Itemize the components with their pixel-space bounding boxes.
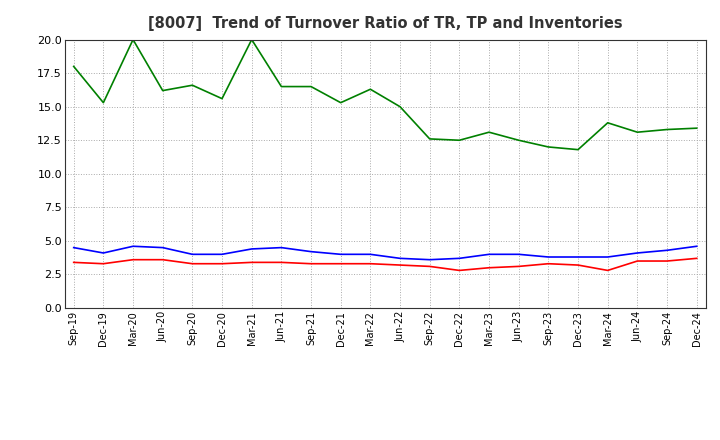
- Trade Payables: [366, 252, 374, 257]
- Inventories: [366, 87, 374, 92]
- Trade Payables: [129, 244, 138, 249]
- Inventories: [158, 88, 167, 93]
- Inventories: [307, 84, 315, 89]
- Trade Payables: [158, 245, 167, 250]
- Trade Payables: [693, 244, 701, 249]
- Inventories: [544, 144, 553, 150]
- Trade Receivables: [277, 260, 286, 265]
- Trade Payables: [574, 254, 582, 260]
- Trade Payables: [485, 252, 493, 257]
- Inventories: [69, 64, 78, 69]
- Trade Payables: [514, 252, 523, 257]
- Trade Receivables: [188, 261, 197, 266]
- Trade Receivables: [426, 264, 434, 269]
- Trade Receivables: [485, 265, 493, 270]
- Trade Receivables: [158, 257, 167, 262]
- Trade Payables: [336, 252, 345, 257]
- Trade Payables: [396, 256, 405, 261]
- Inventories: [248, 37, 256, 42]
- Inventories: [396, 104, 405, 109]
- Trade Receivables: [69, 260, 78, 265]
- Inventories: [217, 96, 226, 101]
- Inventories: [129, 37, 138, 42]
- Inventories: [426, 136, 434, 142]
- Trade Payables: [99, 250, 108, 256]
- Trade Receivables: [574, 262, 582, 268]
- Trade Receivables: [307, 261, 315, 266]
- Line: Trade Receivables: Trade Receivables: [73, 258, 697, 271]
- Trade Payables: [633, 250, 642, 256]
- Trade Payables: [277, 245, 286, 250]
- Trade Receivables: [662, 258, 671, 264]
- Trade Payables: [603, 254, 612, 260]
- Trade Payables: [455, 256, 464, 261]
- Trade Receivables: [336, 261, 345, 266]
- Inventories: [633, 129, 642, 135]
- Trade Receivables: [217, 261, 226, 266]
- Trade Receivables: [514, 264, 523, 269]
- Inventories: [514, 138, 523, 143]
- Trade Receivables: [455, 268, 464, 273]
- Inventories: [455, 138, 464, 143]
- Trade Receivables: [544, 261, 553, 266]
- Inventories: [336, 100, 345, 105]
- Trade Receivables: [693, 256, 701, 261]
- Trade Payables: [248, 246, 256, 252]
- Trade Payables: [217, 252, 226, 257]
- Inventories: [277, 84, 286, 89]
- Trade Payables: [69, 245, 78, 250]
- Trade Receivables: [396, 262, 405, 268]
- Trade Receivables: [366, 261, 374, 266]
- Trade Receivables: [633, 258, 642, 264]
- Trade Receivables: [248, 260, 256, 265]
- Trade Payables: [307, 249, 315, 254]
- Trade Payables: [188, 252, 197, 257]
- Inventories: [99, 100, 108, 105]
- Trade Payables: [426, 257, 434, 262]
- Inventories: [693, 125, 701, 131]
- Inventories: [603, 120, 612, 125]
- Trade Receivables: [603, 268, 612, 273]
- Trade Receivables: [99, 261, 108, 266]
- Trade Receivables: [129, 257, 138, 262]
- Title: [8007]  Trend of Turnover Ratio of TR, TP and Inventories: [8007] Trend of Turnover Ratio of TR, TP…: [148, 16, 623, 32]
- Trade Payables: [544, 254, 553, 260]
- Inventories: [574, 147, 582, 152]
- Line: Trade Payables: Trade Payables: [73, 246, 697, 260]
- Inventories: [662, 127, 671, 132]
- Trade Payables: [662, 248, 671, 253]
- Inventories: [485, 129, 493, 135]
- Line: Inventories: Inventories: [73, 40, 697, 150]
- Inventories: [188, 83, 197, 88]
